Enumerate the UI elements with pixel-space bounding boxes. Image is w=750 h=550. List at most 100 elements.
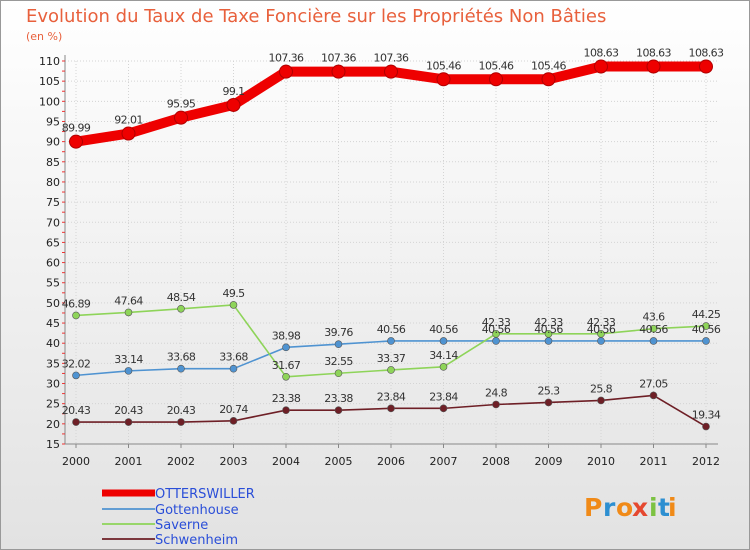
data-point: [282, 372, 290, 381]
data-point: [699, 59, 713, 74]
data-point: [544, 337, 553, 345]
data-point: [597, 330, 605, 338]
x-tick-label: 2000: [62, 455, 90, 468]
data-label: 20.43: [114, 404, 143, 417]
data-label: 40.56: [692, 323, 721, 336]
y-tick-label: 40: [46, 337, 60, 350]
data-label: 108.63: [689, 47, 724, 60]
y-tick-label: 95: [46, 115, 60, 128]
data-label: 105.46: [479, 59, 514, 72]
x-tick-label: 2011: [640, 455, 668, 468]
brand-letter: i: [649, 493, 658, 522]
y-tick-label: 60: [46, 257, 60, 270]
y-tick-label: 65: [46, 236, 60, 249]
data-point: [492, 337, 500, 345]
data-point: [72, 418, 80, 426]
data-label: 19.34: [692, 409, 721, 422]
y-unit-label: (en %): [26, 30, 62, 43]
data-label: 42.33: [482, 316, 511, 329]
brand-letter: i: [668, 493, 677, 522]
data-point: [177, 364, 185, 373]
data-label: 20.74: [219, 403, 248, 416]
data-point: [229, 364, 238, 373]
data-label: 25.8: [590, 382, 613, 395]
data-label: 33.68: [219, 351, 248, 364]
data-point: [439, 404, 448, 413]
data-point: [594, 59, 608, 74]
data-label: 49.5: [222, 287, 245, 300]
data-point: [702, 422, 710, 431]
y-tick-label: 50: [46, 297, 60, 310]
legend-label: OTTERSWILLER: [155, 487, 255, 502]
data-label: 48.54: [167, 291, 196, 304]
data-point: [334, 406, 343, 415]
x-tick-label: 2004: [272, 455, 300, 468]
data-point: [597, 396, 605, 405]
data-point: [229, 301, 238, 309]
data-point: [544, 330, 553, 338]
data-point: [334, 369, 343, 378]
data-label: 23.38: [324, 392, 353, 405]
data-label: 38.98: [272, 329, 301, 342]
data-point: [702, 322, 710, 330]
data-point: [282, 406, 290, 415]
data-point: [174, 110, 188, 125]
data-point: [649, 391, 658, 400]
data-point: [541, 72, 556, 87]
data-label: 24.8: [485, 386, 508, 399]
data-point: [387, 404, 395, 413]
x-tick-label: 2010: [587, 455, 615, 468]
data-label: 20.43: [167, 404, 196, 417]
data-point: [544, 398, 553, 407]
series-group: 32.02 33.14 33.68 33.68 38.98 39.76 40.56 40.56…: [62, 47, 725, 431]
data-label: 40.56: [482, 323, 511, 336]
data-point: [282, 343, 290, 352]
data-point: [69, 134, 83, 149]
data-point: [279, 64, 293, 79]
brand-letter: r: [603, 493, 616, 522]
data-point: [436, 72, 451, 87]
x-tick-label: 2006: [377, 455, 405, 468]
legend-label: Gottenhouse: [155, 503, 239, 518]
data-label: 99.1: [222, 85, 244, 98]
data-label: 89.99: [62, 122, 91, 135]
y-tick-label: 30: [46, 378, 60, 391]
y-tick-label: 55: [46, 277, 60, 290]
data-label: 42.33: [534, 316, 563, 329]
axes: 15 20 25 30 35 40 45 50 55 60 65 70 75 80 85 90 95 100 105…: [39, 55, 720, 468]
data-label: 23.38: [272, 392, 301, 405]
data-label: 40.56: [587, 323, 616, 336]
data-point: [226, 97, 241, 112]
data-point: [72, 371, 80, 380]
data-label: 27.05: [639, 377, 668, 390]
x-tick-label: 2012: [692, 455, 720, 468]
data-label: 40.56: [534, 323, 563, 336]
data-point: [72, 311, 80, 320]
data-label: 44.25: [692, 308, 721, 321]
data-point: [229, 417, 238, 425]
data-label: 25.3: [537, 384, 560, 397]
y-tick-label: 75: [46, 196, 60, 209]
x-tick-label: 2002: [167, 455, 195, 468]
data-point: [124, 418, 133, 426]
x-tick-label: 2005: [325, 455, 353, 468]
data-point: [387, 366, 395, 374]
data-label: 108.63: [584, 47, 619, 60]
data-label: 95.95: [167, 98, 196, 111]
data-label: 33.14: [114, 353, 143, 366]
brand-letter: t: [658, 493, 670, 522]
data-point: [387, 337, 395, 345]
data-point: [439, 363, 448, 371]
legend-label: Saverne: [155, 518, 208, 533]
x-tick-label: 2009: [535, 455, 563, 468]
data-point: [124, 367, 133, 375]
y-tick-label: 90: [46, 136, 60, 149]
data-point: [384, 64, 398, 79]
data-label: 40.56: [429, 323, 458, 336]
data-label: 43.6: [642, 311, 665, 324]
data-point: [492, 400, 500, 409]
data-point: [124, 308, 133, 317]
data-label: 108.63: [636, 47, 671, 60]
